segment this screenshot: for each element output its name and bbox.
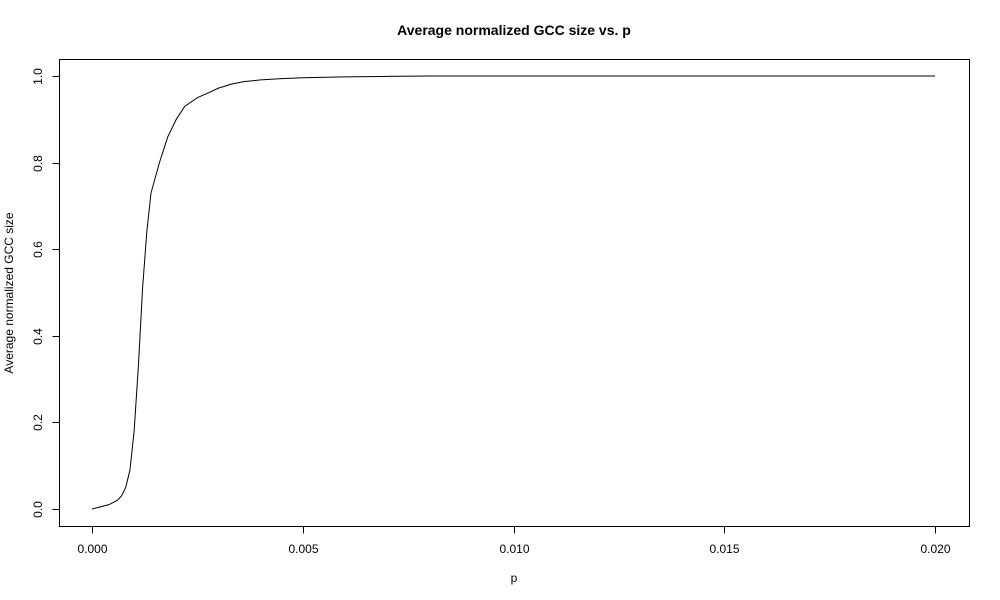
y-tick-label: 0.2 — [31, 414, 45, 431]
y-axis-label: Average normalized GCC size — [2, 212, 16, 374]
x-tick-label: 0.005 — [288, 542, 318, 556]
y-tick-label: 0.4 — [31, 328, 45, 345]
x-tick-label: 0.015 — [709, 542, 739, 556]
chart-title: Average normalized GCC size vs. p — [397, 22, 631, 38]
x-axis: 0.000 0.005 0.010 0.015 0.020 — [77, 526, 951, 556]
y-tick-label: 0.0 — [31, 501, 45, 518]
x-axis-label: p — [511, 571, 518, 585]
y-tick-label: 0.6 — [31, 241, 45, 258]
y-tick-label: 1.0 — [31, 68, 45, 85]
x-tick-label: 0.000 — [77, 542, 107, 556]
y-axis: 0.0 0.2 0.4 0.6 0.8 1.0 — [31, 68, 60, 518]
series-line-gcc-size — [91, 75, 935, 510]
x-tick-label: 0.010 — [499, 542, 529, 556]
x-tick-label: 0.020 — [920, 542, 950, 556]
y-tick-label: 0.8 — [31, 155, 45, 172]
